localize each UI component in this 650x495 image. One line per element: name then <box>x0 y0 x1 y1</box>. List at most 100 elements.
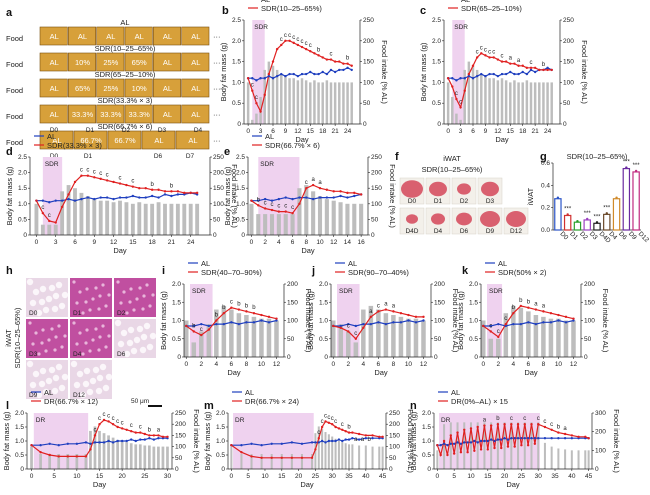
adipocyte <box>129 287 133 291</box>
schedule-cell <box>153 26 181 46</box>
y2-tick-label: 200 <box>595 429 606 436</box>
schedule-cell-label: AL <box>78 32 87 41</box>
food-intake-bar <box>348 444 351 469</box>
iwat-title: iWAT <box>443 154 461 163</box>
y-axis-label: Body fat mass (g) <box>159 291 168 350</box>
al-point <box>469 441 473 444</box>
food-intake-bar <box>378 446 381 469</box>
bar-point <box>625 166 628 169</box>
adipocyte <box>32 370 40 378</box>
y-tick-label: 0.6 <box>541 160 550 167</box>
adipocyte <box>28 321 32 325</box>
y-tick-label: 1.5 <box>172 299 181 306</box>
y2-tick-label: 200 <box>389 421 400 428</box>
scale-bar <box>148 405 162 407</box>
al-point <box>513 437 516 440</box>
adipocyte <box>57 324 61 328</box>
significance-letter: b <box>170 183 174 189</box>
significance-letter: a <box>384 302 388 308</box>
x-tick-label: 45 <box>379 473 387 480</box>
y-tick-label: 0.0 <box>541 227 550 234</box>
food-intake-bar <box>85 196 90 235</box>
schedule-ellipsis: ··· <box>213 32 221 41</box>
treatment-point <box>521 64 524 67</box>
food-intake-bar <box>169 203 174 235</box>
treatment-point <box>369 315 373 319</box>
adipocyte <box>142 294 146 298</box>
y-tick-label: 2.0 <box>319 281 328 288</box>
y-tick-label: 1.5 <box>236 185 245 192</box>
significance-letter: c <box>455 91 458 97</box>
treatment-point <box>459 106 462 109</box>
tissue-sample <box>401 180 423 198</box>
al-point <box>527 321 530 324</box>
treatment-point <box>489 330 492 333</box>
adipocyte <box>55 281 63 289</box>
al-point <box>329 68 333 72</box>
treatment-point <box>317 54 320 57</box>
panel-letter-m: m <box>204 400 214 412</box>
food-intake-bar <box>246 82 250 124</box>
significance-letter: b <box>347 425 351 431</box>
day-label: D1 <box>86 127 95 134</box>
x-tick-label: 4 <box>277 239 281 246</box>
significance-letter: c <box>497 329 500 335</box>
adipocyte <box>88 349 92 353</box>
y-axis-label: Body fat mass (g) <box>456 291 465 350</box>
y2-tick-label: 200 <box>287 281 298 288</box>
treatment-point <box>67 193 70 196</box>
food-intake-bar <box>79 192 84 235</box>
schedule-cell <box>181 104 210 124</box>
food-intake-bar <box>331 436 334 469</box>
x-tick-label: 0 <box>230 473 234 480</box>
food-intake-bar <box>280 453 283 469</box>
treatment-point <box>93 434 97 437</box>
tissue-sample <box>481 181 499 197</box>
treatment-point <box>157 434 160 437</box>
legend-al-label: AL <box>261 0 270 4</box>
x-tick-label: 8 <box>392 361 396 368</box>
x-tick-label: 40 <box>568 473 576 480</box>
y2-tick-label: 300 <box>595 410 606 417</box>
schedule-cell <box>73 130 108 150</box>
adipocyte <box>85 287 89 291</box>
x-tick-label: D1 <box>568 230 579 241</box>
significance-letter: a <box>318 180 322 186</box>
treatment-point <box>291 211 294 215</box>
food-intake-bar <box>342 82 345 124</box>
significance-letter: c <box>107 413 110 419</box>
al-point <box>325 72 329 76</box>
treatment-point <box>463 428 466 431</box>
food-intake-bar <box>309 82 312 124</box>
al-point <box>353 194 356 198</box>
bar <box>573 221 582 231</box>
y2-tick-label: 250 <box>389 410 400 417</box>
chart-l: l DR 0 0.5 1.0 1.5 2.0 0 50 100 150 200 250 0 5 10 15 20 2… <box>2 388 201 489</box>
al-point <box>351 437 354 440</box>
restriction-label: SDR <box>339 288 353 295</box>
treatment-point <box>192 330 195 333</box>
panel-letter-b: b <box>222 5 229 17</box>
al-point <box>422 319 425 322</box>
treatment-point <box>483 424 486 427</box>
treatment-point <box>533 442 537 445</box>
adipocyte <box>47 338 51 342</box>
y2-axis-label: Food intake (% AL) <box>601 289 610 353</box>
al-point <box>488 72 491 76</box>
y2-tick-label: 150 <box>363 59 374 66</box>
x-axis-label: Day <box>227 368 241 377</box>
food-intake-bar <box>118 200 122 235</box>
x-tick-label: 15 <box>278 473 286 480</box>
adipocyte <box>58 302 66 310</box>
al-point <box>463 77 466 80</box>
significance-letter: c <box>230 300 233 306</box>
y-tick-label: 0.5 <box>216 452 225 459</box>
food-intake-bar <box>517 422 520 469</box>
al-point <box>304 72 308 76</box>
adipocyte <box>42 306 50 314</box>
al-point <box>75 442 79 445</box>
al-point <box>118 196 122 199</box>
al-point <box>557 319 560 322</box>
